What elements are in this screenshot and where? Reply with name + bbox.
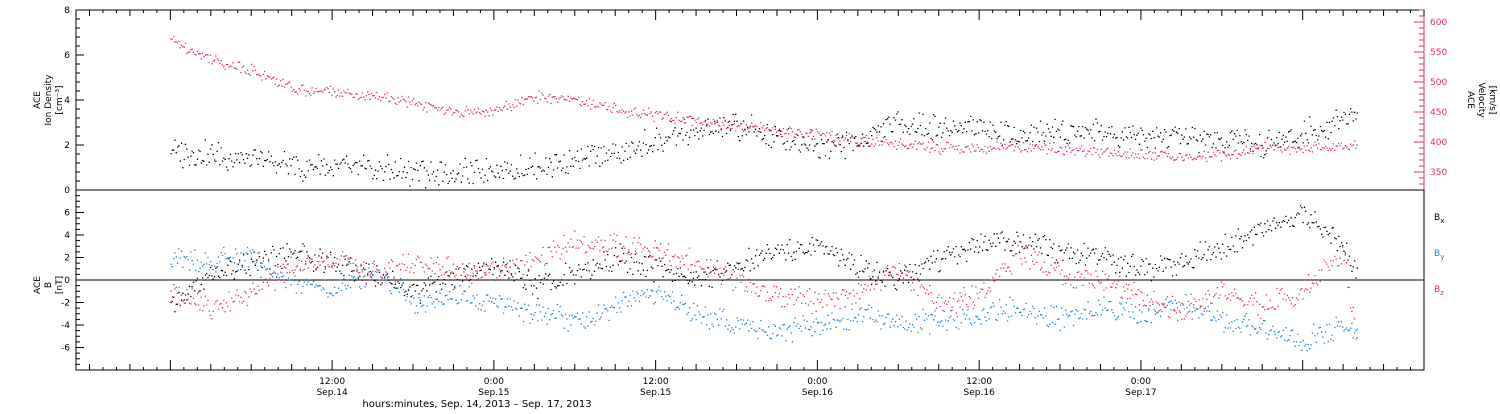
right-tick-label: 500 <box>1430 78 1447 88</box>
bottom-panel: -6 -4 -2 0 2 4 6 ACE B [nT] Bx By Bz <box>33 189 1444 371</box>
legend-0: Bx <box>1434 213 1444 225</box>
left-tick-label: -2 <box>61 299 70 309</box>
x-tick-label: Sep.16 <box>964 388 996 398</box>
series-points-0 <box>170 108 1358 189</box>
left-tick-label: 8 <box>64 6 70 16</box>
left-tick-label: 2 <box>64 254 70 264</box>
x-tick-label: Sep.15 <box>640 388 671 398</box>
left-axis-label: Ion Density <box>44 74 54 126</box>
left-tick-label: 0 <box>64 186 70 196</box>
x-tick-label: Sep.17 <box>1125 388 1156 398</box>
right-tick-label: 400 <box>1430 138 1447 148</box>
right-tick-label: 350 <box>1430 168 1447 178</box>
left-axis-label: ACE <box>33 91 43 109</box>
right-tick-label: 550 <box>1430 48 1447 58</box>
x-tick-label: 0:00 <box>807 377 827 387</box>
x-tick-label: Sep.16 <box>802 388 834 398</box>
left-tick-label: 6 <box>64 51 70 61</box>
left-tick-label: -4 <box>61 321 70 331</box>
x-axis-title: hours:minutes, Sep. 14, 2013 – Sep. 17, … <box>362 399 591 410</box>
x-tick-label: Sep.15 <box>478 388 509 398</box>
left-tick-label: 2 <box>64 141 70 151</box>
left-axis-label: ACE <box>33 276 43 294</box>
left-tick-label: 4 <box>64 96 70 106</box>
x-tick-label: Sep.14 <box>316 388 348 398</box>
right-axis-label: Velocity <box>1476 82 1486 118</box>
right-axis-label: ACE <box>1465 91 1475 109</box>
left-tick-label: 6 <box>64 209 70 219</box>
left-tick-label: -6 <box>61 344 70 354</box>
x-axis: 12:00Sep.140:00Sep.1512:00Sep.150:00Sep.… <box>75 10 1425 398</box>
right-tick-label: 600 <box>1430 18 1447 28</box>
left-tick-label: 0 <box>64 276 70 286</box>
right-axis-label: [km/s] <box>1487 86 1497 115</box>
series-points-2 <box>170 230 1358 340</box>
x-tick-label: 12:00 <box>319 377 345 387</box>
legend-2: Bz <box>1434 285 1444 297</box>
series-points-1 <box>170 246 1358 352</box>
left-axis-label: B <box>44 282 54 288</box>
x-tick-label: 0:00 <box>484 377 504 387</box>
x-tick-label: 0:00 <box>1131 377 1151 387</box>
series-points-0 <box>170 205 1358 313</box>
x-tick-label: 12:00 <box>966 377 992 387</box>
series-points-1 <box>170 35 1358 163</box>
x-tick-label: 12:00 <box>643 377 669 387</box>
left-axis-label: [cm⁻³] <box>55 85 65 114</box>
left-tick-label: 4 <box>64 231 70 241</box>
top-panel-frame <box>75 9 1425 191</box>
left-axis-label: [nT] <box>55 276 65 294</box>
legend-1: By <box>1434 249 1444 261</box>
right-tick-label: 450 <box>1430 108 1447 118</box>
